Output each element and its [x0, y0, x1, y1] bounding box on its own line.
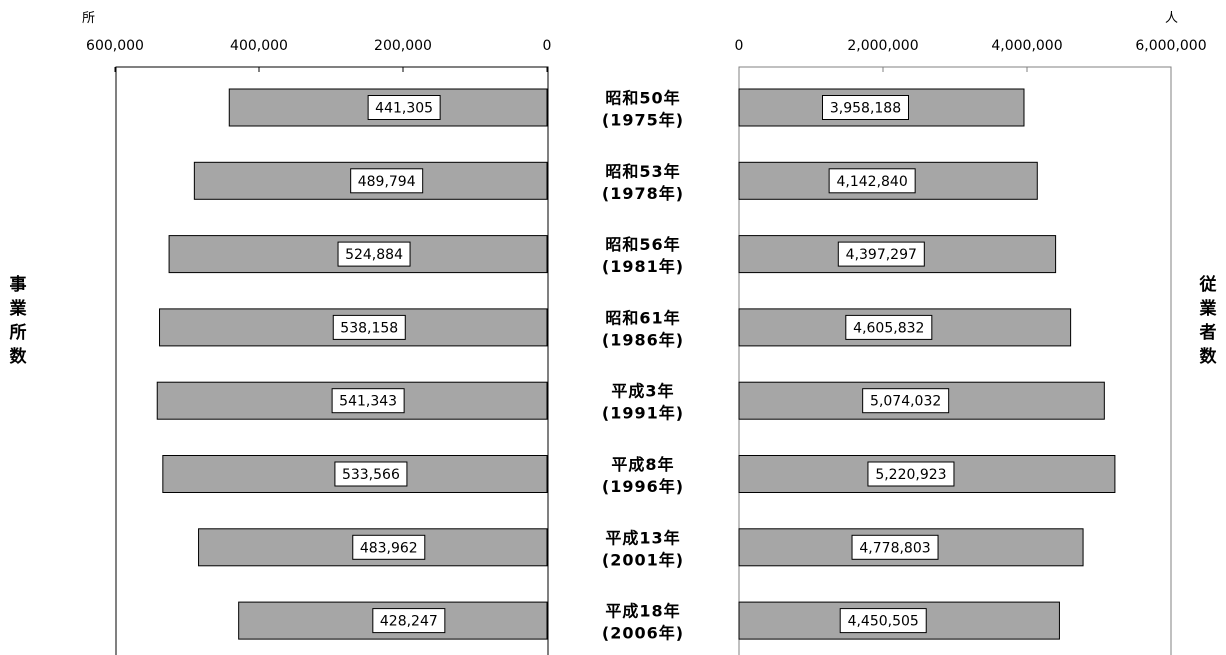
right-value-box: [837, 241, 925, 267]
left-tick-label: 200,000: [374, 38, 432, 54]
left-value-label: 489,794: [358, 174, 416, 190]
right-axis-ticks: 0 2,000,000 4,000,000 6,000,000: [735, 38, 1207, 72]
side-label-char: 者: [1199, 322, 1217, 343]
right-bars: 3,958,188 4,142,840 4,397,297 4,605,832 5,07…: [738, 88, 1116, 640]
category-label-year: (1978年): [602, 184, 684, 203]
right-value-label: 4,397,297: [846, 247, 917, 263]
left-value-box: [334, 461, 408, 487]
left-value-box: [331, 388, 405, 414]
left-value-box: [372, 608, 446, 634]
category-label-year: (2001年): [602, 550, 684, 569]
right-panel: 人 0 2,000,000 4,000,000 6,000,000 3,958,188…: [735, 11, 1218, 655]
right-value-label: 4,605,832: [853, 320, 924, 336]
right-value-box: [828, 168, 916, 194]
category-label-year: (1986年): [602, 330, 684, 349]
side-label-char: 数: [10, 346, 28, 367]
left-value-box: [352, 534, 426, 560]
right-value-label: 5,220,923: [875, 467, 946, 483]
left-axis-ticks: 600,000 400,000 200,000 0: [86, 38, 551, 72]
left-value-box: [337, 241, 411, 267]
right-value-box: [839, 608, 927, 634]
right-value-box: [821, 95, 909, 120]
left-tick-label: 400,000: [230, 38, 288, 54]
left-value-label: 538,158: [340, 320, 398, 336]
left-value-box: [350, 168, 424, 194]
right-value-label: 3,958,188: [830, 101, 901, 117]
right-tick-label: 6,000,000: [1135, 38, 1206, 54]
left-unit-label: 所: [82, 11, 95, 26]
right-side-label: 従業者数: [1199, 274, 1218, 367]
left-value-box: [332, 314, 406, 340]
category-label-year: (1981年): [602, 257, 684, 276]
right-value-box: [845, 314, 933, 340]
right-tick-label: 0: [735, 38, 744, 54]
left-value-label: 533,566: [342, 467, 400, 483]
left-bars: 441,305 489,794 524,884 538,158 541,343 533,5…: [156, 88, 548, 640]
right-value-label: 4,778,803: [859, 540, 930, 556]
side-label-char: 数: [1200, 346, 1218, 367]
left-value-box: [367, 95, 441, 120]
category-label-era: 昭和61年: [605, 308, 680, 327]
side-label-char: 従: [1199, 274, 1217, 295]
right-value-label: 4,142,840: [837, 174, 908, 190]
left-tick-label: 600,000: [86, 38, 144, 54]
category-label-era: 昭和53年: [605, 162, 680, 181]
category-label-year: (1991年): [602, 404, 684, 423]
category-labels: 昭和50年 (1975年) 昭和53年 (1978年) 昭和56年 (1981年) 昭和61…: [602, 89, 684, 643]
right-value-box: [862, 388, 950, 414]
left-value-label: 441,305: [375, 101, 433, 117]
right-value-label: 5,074,032: [870, 394, 941, 410]
category-label-era: 平成3年: [611, 382, 674, 401]
category-label-era: 昭和56年: [605, 235, 680, 254]
side-label-char: 事: [10, 275, 27, 295]
left-value-label: 428,247: [380, 614, 438, 630]
side-label-char: 業: [1200, 298, 1217, 319]
left-plot-frame: [115, 66, 549, 655]
left-value-label: 541,343: [339, 394, 397, 410]
right-value-box: [851, 534, 939, 560]
right-tick-label: 2,000,000: [847, 38, 918, 54]
left-value-label: 483,962: [360, 540, 418, 556]
right-value-box: [867, 461, 955, 487]
right-plot-frame: [738, 66, 1172, 655]
side-label-char: 業: [10, 298, 27, 319]
left-tick-label: 0: [543, 38, 552, 54]
category-label-era: 平成18年: [605, 602, 680, 621]
right-unit-label: 人: [1165, 11, 1178, 26]
category-label-era: 平成8年: [611, 455, 674, 474]
side-label-char: 所: [10, 323, 27, 343]
left-side-label: 事業所数: [10, 275, 28, 367]
category-label-era: 昭和50年: [605, 89, 680, 108]
right-value-label: 4,450,505: [848, 614, 919, 630]
left-value-label: 524,884: [345, 247, 403, 263]
left-panel: 所 600,000 400,000 200,000 0 441,305 489,794 5…: [10, 11, 551, 655]
category-label-year: (1975年): [602, 111, 684, 130]
category-label-year: (2006年): [602, 624, 684, 643]
category-label-era: 平成13年: [605, 528, 680, 547]
right-tick-label: 4,000,000: [991, 38, 1062, 54]
category-label-year: (1996年): [602, 477, 684, 496]
